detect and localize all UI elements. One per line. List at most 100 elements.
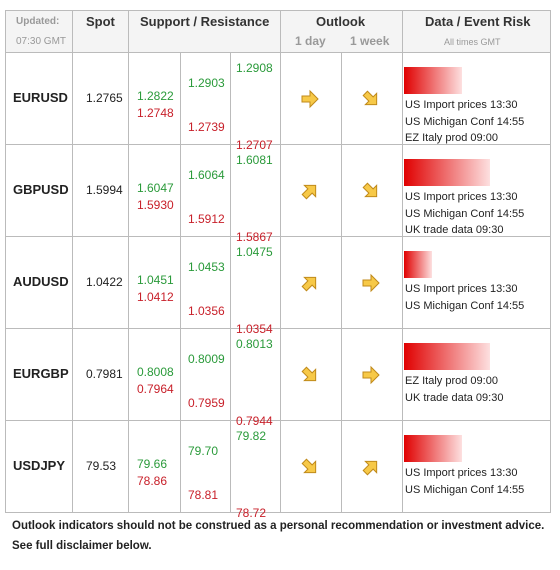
support-level: 1.5930 <box>137 198 174 212</box>
outlook-arrow <box>300 457 320 477</box>
outlook-arrow <box>361 181 381 201</box>
support-level: 1.0354 <box>236 322 273 336</box>
support-level: 1.2707 <box>236 138 273 152</box>
arrow-shape <box>301 366 317 382</box>
spot-price: 1.0422 <box>86 275 123 289</box>
event-item: UK trade data 09:30 <box>405 391 504 404</box>
row-border <box>5 144 551 145</box>
resistance-level: 1.2903 <box>188 76 225 90</box>
outlook-1day: 1 day <box>295 34 326 48</box>
event-item: US Import prices 13:30 <box>405 467 518 479</box>
event-item: US Michigan Conf 14:55 <box>405 483 525 496</box>
pair-name: EURGBP <box>13 366 69 381</box>
outlook-arrow <box>300 365 320 385</box>
resistance-level: 1.6064 <box>188 168 225 182</box>
column-border <box>5 10 6 512</box>
resistance-level: 1.2822 <box>137 89 174 103</box>
arrow-shape <box>301 458 317 474</box>
column-border <box>230 52 231 512</box>
spot-price: 0.7981 <box>86 367 123 381</box>
resistance-level: 1.6047 <box>137 181 174 195</box>
column-border <box>180 52 181 512</box>
resistance-level: 1.0475 <box>236 245 273 259</box>
pair-name: EURUSD <box>13 90 68 105</box>
updated-label: Updated: <box>16 16 60 27</box>
row-border <box>5 420 551 421</box>
risk-bar <box>404 435 462 462</box>
footer-note: Outlook indicators should not be constru… <box>12 520 545 532</box>
resistance-level: 0.8013 <box>236 337 273 351</box>
column-border <box>341 52 342 512</box>
resistance-level: 1.0453 <box>188 260 225 274</box>
support-level: 78.81 <box>188 488 219 502</box>
arrow-shape <box>301 89 319 109</box>
arrow-shape <box>362 460 378 476</box>
event-item: US Import prices 13:30 <box>405 99 518 111</box>
sr-header: Support / Resistance <box>140 14 270 29</box>
support-level: 1.5912 <box>188 212 225 226</box>
arrow-shape <box>362 182 378 198</box>
resistance-level: 79.70 <box>188 444 219 458</box>
arrow-shape <box>362 90 378 106</box>
spot-price: 79.53 <box>86 459 117 473</box>
support-level: 0.7944 <box>236 414 273 428</box>
spot-price: 1.2765 <box>86 91 123 105</box>
row-border <box>5 236 551 237</box>
risk-bar <box>404 67 462 94</box>
event-item: EZ Italy prod 09:00 <box>405 375 498 387</box>
updated-time: 07:30 GMT <box>16 36 67 47</box>
support-level: 1.0356 <box>188 304 225 318</box>
support-level: 1.5867 <box>236 230 273 244</box>
footer-disclaimer: See full disclaimer below. <box>12 540 152 552</box>
outlook-arrow <box>300 89 320 109</box>
column-border <box>128 10 129 512</box>
column-border <box>280 10 281 512</box>
arrow-icon <box>301 458 317 474</box>
event-item: US Import prices 13:30 <box>405 283 518 295</box>
support-level: 78.72 <box>236 506 267 520</box>
arrow-icon <box>301 89 319 109</box>
event-item: US Michigan Conf 14:55 <box>405 207 525 220</box>
table-top-border <box>5 10 551 11</box>
support-level: 1.2739 <box>188 120 225 134</box>
outlook-1week: 1 week <box>350 34 390 48</box>
support-level: 0.7964 <box>137 382 174 396</box>
column-border <box>550 10 551 512</box>
row-border <box>5 512 551 513</box>
column-border <box>402 10 403 512</box>
events-header: Data / Event Risk <box>425 14 531 29</box>
spot-header: Spot <box>86 14 115 29</box>
arrow-icon <box>301 184 317 200</box>
event-item: US Michigan Conf 14:55 <box>405 115 525 128</box>
pair-name: GBPUSD <box>13 182 69 197</box>
support-level: 78.86 <box>137 474 168 488</box>
arrow-icon <box>301 276 317 292</box>
resistance-level: 0.8008 <box>137 365 174 379</box>
arrow-icon <box>362 365 380 385</box>
row-border <box>5 52 551 53</box>
resistance-level: 79.82 <box>236 429 267 443</box>
resistance-level: 0.8009 <box>188 352 225 366</box>
outlook-arrow <box>361 89 381 109</box>
spot-price: 1.5994 <box>86 183 123 197</box>
arrow-icon <box>362 90 378 106</box>
event-item: US Import prices 13:30 <box>405 191 518 203</box>
support-level: 0.7959 <box>188 396 225 410</box>
resistance-level: 1.0451 <box>137 273 174 287</box>
support-level: 1.0412 <box>137 290 174 304</box>
arrow-icon <box>362 460 378 476</box>
outlook-arrow <box>361 273 381 293</box>
risk-bar <box>404 343 490 370</box>
arrow-shape <box>362 273 380 293</box>
arrow-icon <box>362 273 380 293</box>
arrow-icon <box>362 182 378 198</box>
event-item: EZ Italy prod 09:00 <box>405 132 498 144</box>
event-item: UK trade data 09:30 <box>405 224 504 236</box>
resistance-level: 1.2908 <box>236 61 273 75</box>
header-background <box>5 10 550 52</box>
resistance-level: 1.6081 <box>236 153 273 167</box>
column-border <box>72 10 73 512</box>
resistance-level: 79.66 <box>137 457 168 471</box>
outlook-arrow <box>361 457 381 477</box>
